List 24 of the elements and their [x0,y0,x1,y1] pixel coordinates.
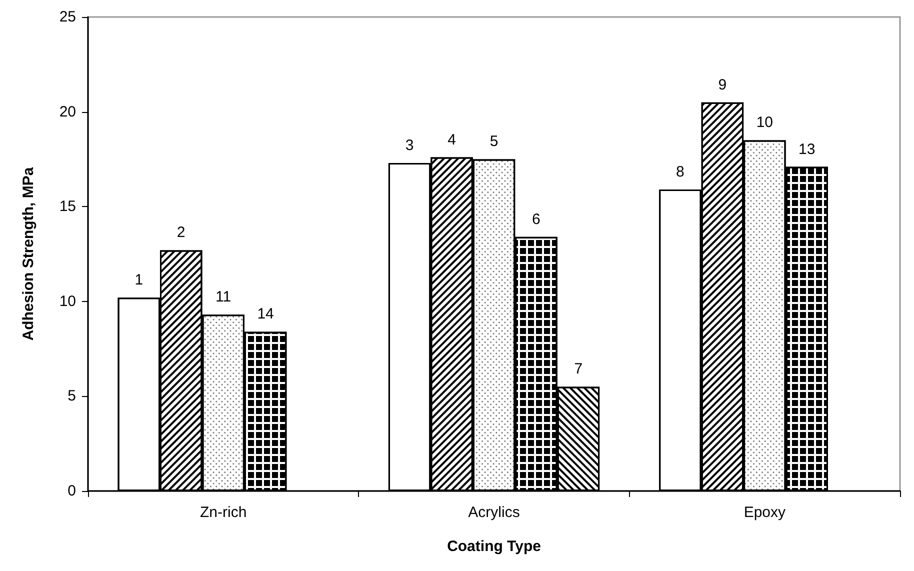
annotation: 11 [216,288,232,306]
annotation: 13 [798,140,816,158]
annotation: 14 [257,306,274,323]
y-tick-label: 5 [68,388,76,405]
annotation: 5 [490,133,498,150]
annotation: 6 [532,210,540,228]
annotation: 1 [134,272,144,289]
x-tick-label: Acrylics [468,504,520,521]
y-tick-label: 15 [59,198,76,216]
x-tick-label: Epoxy [744,504,786,521]
annotation: 8 [676,164,684,181]
annotation: 3 [405,136,414,154]
x-axis-title: Coating Type [447,538,541,555]
y-axis-title: Adhesion Strength, MPa [20,166,37,341]
y-tick-label: 0 [68,482,76,500]
y-tick-label: 25 [59,8,76,26]
annotation: 2 [176,224,186,242]
annotation: 4 [448,131,456,148]
annotation: 9 [718,76,727,94]
x-tick-label: Zn-rich [200,504,247,521]
y-tick-label: 10 [59,292,76,310]
annotation: 10 [756,114,774,132]
annotation: 7 [574,360,583,378]
y-tick-label: 20 [59,103,76,120]
